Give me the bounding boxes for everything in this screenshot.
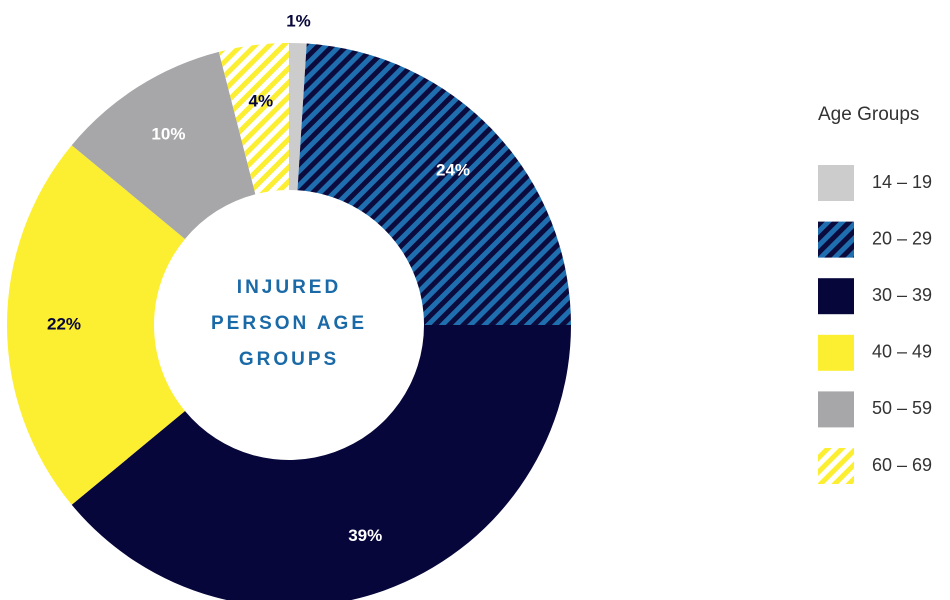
pie-slice xyxy=(6,145,185,505)
legend-swatch xyxy=(818,391,854,428)
slice-label: 39% xyxy=(348,526,382,545)
legend-swatch xyxy=(818,278,854,315)
legend-swatch xyxy=(818,448,854,484)
legend-swatch xyxy=(818,221,854,258)
legend-label: 14 – 19 xyxy=(872,172,932,192)
legend-label: 20 – 29 xyxy=(872,228,932,248)
legend-label: 30 – 39 xyxy=(872,285,932,305)
legend-swatch xyxy=(818,165,854,201)
pie-slice xyxy=(297,43,571,326)
slice-label: 22% xyxy=(47,314,81,333)
slice-label: 1% xyxy=(286,12,311,31)
slice-label: 10% xyxy=(151,125,185,144)
slice-label: 4% xyxy=(249,91,274,110)
pie-slice xyxy=(71,325,571,600)
pie-slice xyxy=(289,43,307,191)
slice-label: 24% xyxy=(436,160,470,179)
legend-swatch xyxy=(818,334,854,371)
pie-slice xyxy=(218,43,289,195)
chart-title: INJURED PERSON AGE GROUPS xyxy=(211,277,367,370)
legend-label: 40 – 49 xyxy=(872,342,932,362)
legend-label: 50 – 59 xyxy=(872,398,932,418)
legend-label: 60 – 69 xyxy=(872,455,932,475)
pie-slice xyxy=(71,51,256,239)
legend-title: Age Groups xyxy=(818,104,919,125)
